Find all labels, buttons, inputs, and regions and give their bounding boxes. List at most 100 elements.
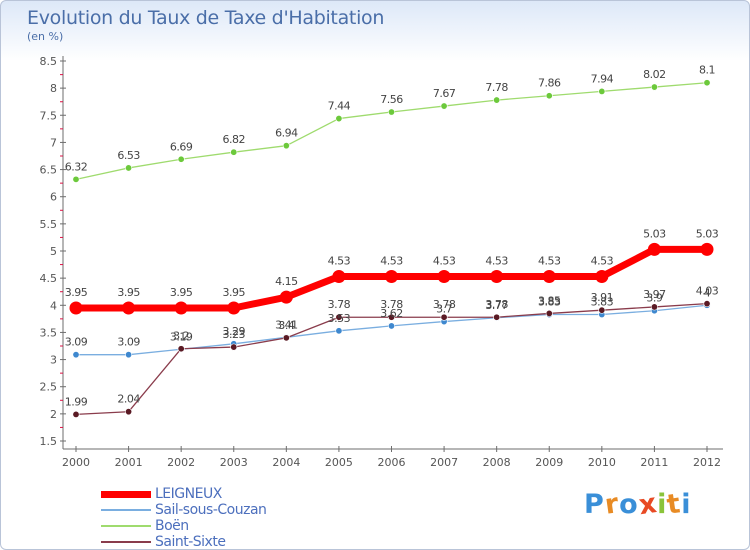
data-label: 3.23 [223,328,246,341]
data-label: 4.53 [433,255,456,268]
x-tick-label: 2007 [430,456,458,469]
legend-swatch [101,509,151,511]
data-label: 3.62 [380,307,403,320]
legend-swatch [101,490,151,498]
data-label: 3.77 [485,299,508,312]
data-label: 8.02 [643,68,666,81]
logo-letter: i [657,489,668,520]
data-label: 3.9 [646,292,662,305]
y-tick-label: 5 [50,245,57,258]
legend-label: Saint-Sixte [155,534,226,550]
data-label: 4.03 [696,285,719,298]
data-label: 3.78 [433,298,456,311]
data-label: 3.85 [538,294,561,307]
data-label: 3.7 [436,303,452,316]
y-tick-label: 6.5 [40,164,58,177]
data-point [72,410,80,418]
data-label: 4 [704,286,711,299]
data-label: 4.53 [591,255,614,268]
logo-letter: i [681,489,692,520]
data-label: 3.78 [485,298,508,311]
y-tick-label: 3.5 [40,326,58,339]
data-point [595,270,609,284]
data-point [332,270,346,284]
data-point [387,108,395,116]
y-tick-label: 7.5 [40,109,58,122]
data-label: 3.53 [328,312,351,325]
y-tick-label: 7 [50,136,57,149]
data-label: 4.53 [485,255,508,268]
y-tick-label: 8.5 [40,55,58,68]
chart-subtitle: (en %) [27,30,64,43]
logo-letter: o [619,489,639,520]
data-point [282,334,290,342]
data-point [125,408,133,416]
data-point [282,142,290,150]
data-point [279,290,293,304]
x-tick-label: 2008 [483,456,511,469]
data-label: 7.94 [591,72,614,85]
data-label: 3.83 [591,296,614,309]
x-tick-label: 2010 [588,456,616,469]
y-tick-label: 8 [50,82,57,95]
data-point [700,242,714,256]
data-label: 6.82 [223,133,246,146]
data-label: 3.95 [65,286,88,299]
x-tick-label: 2003 [220,456,248,469]
data-label: 7.67 [433,87,456,100]
data-label: 3.91 [591,291,614,304]
legend-label: LEIGNEUX [155,486,222,502]
data-point [493,96,501,104]
data-point [177,155,185,163]
data-label: 3.97 [643,288,666,301]
data-label: 6.94 [275,127,298,140]
data-point [69,301,83,315]
data-point [335,327,343,335]
data-label: 3.41 [275,318,298,331]
data-label: 7.86 [538,77,561,90]
x-tick-label: 2006 [378,456,406,469]
data-label: 3.19 [170,330,193,343]
data-label: 4.53 [538,255,561,268]
data-label: 3.83 [538,296,561,309]
data-label: 7.44 [328,100,351,113]
data-point [493,313,501,321]
data-label: 8.1 [699,64,715,77]
data-point [335,313,343,321]
data-point [385,270,398,284]
data-point [125,351,133,359]
data-point [545,92,553,100]
data-label: 5.03 [696,227,719,240]
data-point [440,313,448,321]
data-point [230,343,238,351]
data-point [72,351,80,359]
data-point [230,148,238,156]
legend-label: Sail-sous-Couzan [155,502,267,518]
data-label: 3.29 [223,325,246,338]
data-label: 3.09 [65,336,88,349]
data-point [174,301,188,315]
legend-label: Boën [155,518,189,534]
data-label: 3.95 [223,286,246,299]
data-label: 3.95 [117,286,140,299]
x-tick-label: 2000 [62,456,90,469]
legend-swatch [101,525,151,527]
data-label: 3.4 [278,319,294,332]
data-point [650,83,658,91]
data-point [122,301,136,315]
data-point [440,102,448,110]
data-label: 4.53 [328,255,351,268]
data-point [650,303,658,311]
data-point [72,175,80,183]
y-tick-label: 3 [50,354,57,367]
data-point [703,79,711,87]
data-point [647,242,661,256]
y-tick-label: 6 [50,191,57,204]
data-label: 3.78 [328,298,351,311]
data-point [387,322,395,330]
data-point [542,270,556,284]
x-tick-label: 2002 [167,456,195,469]
data-label: 3.78 [380,298,403,311]
